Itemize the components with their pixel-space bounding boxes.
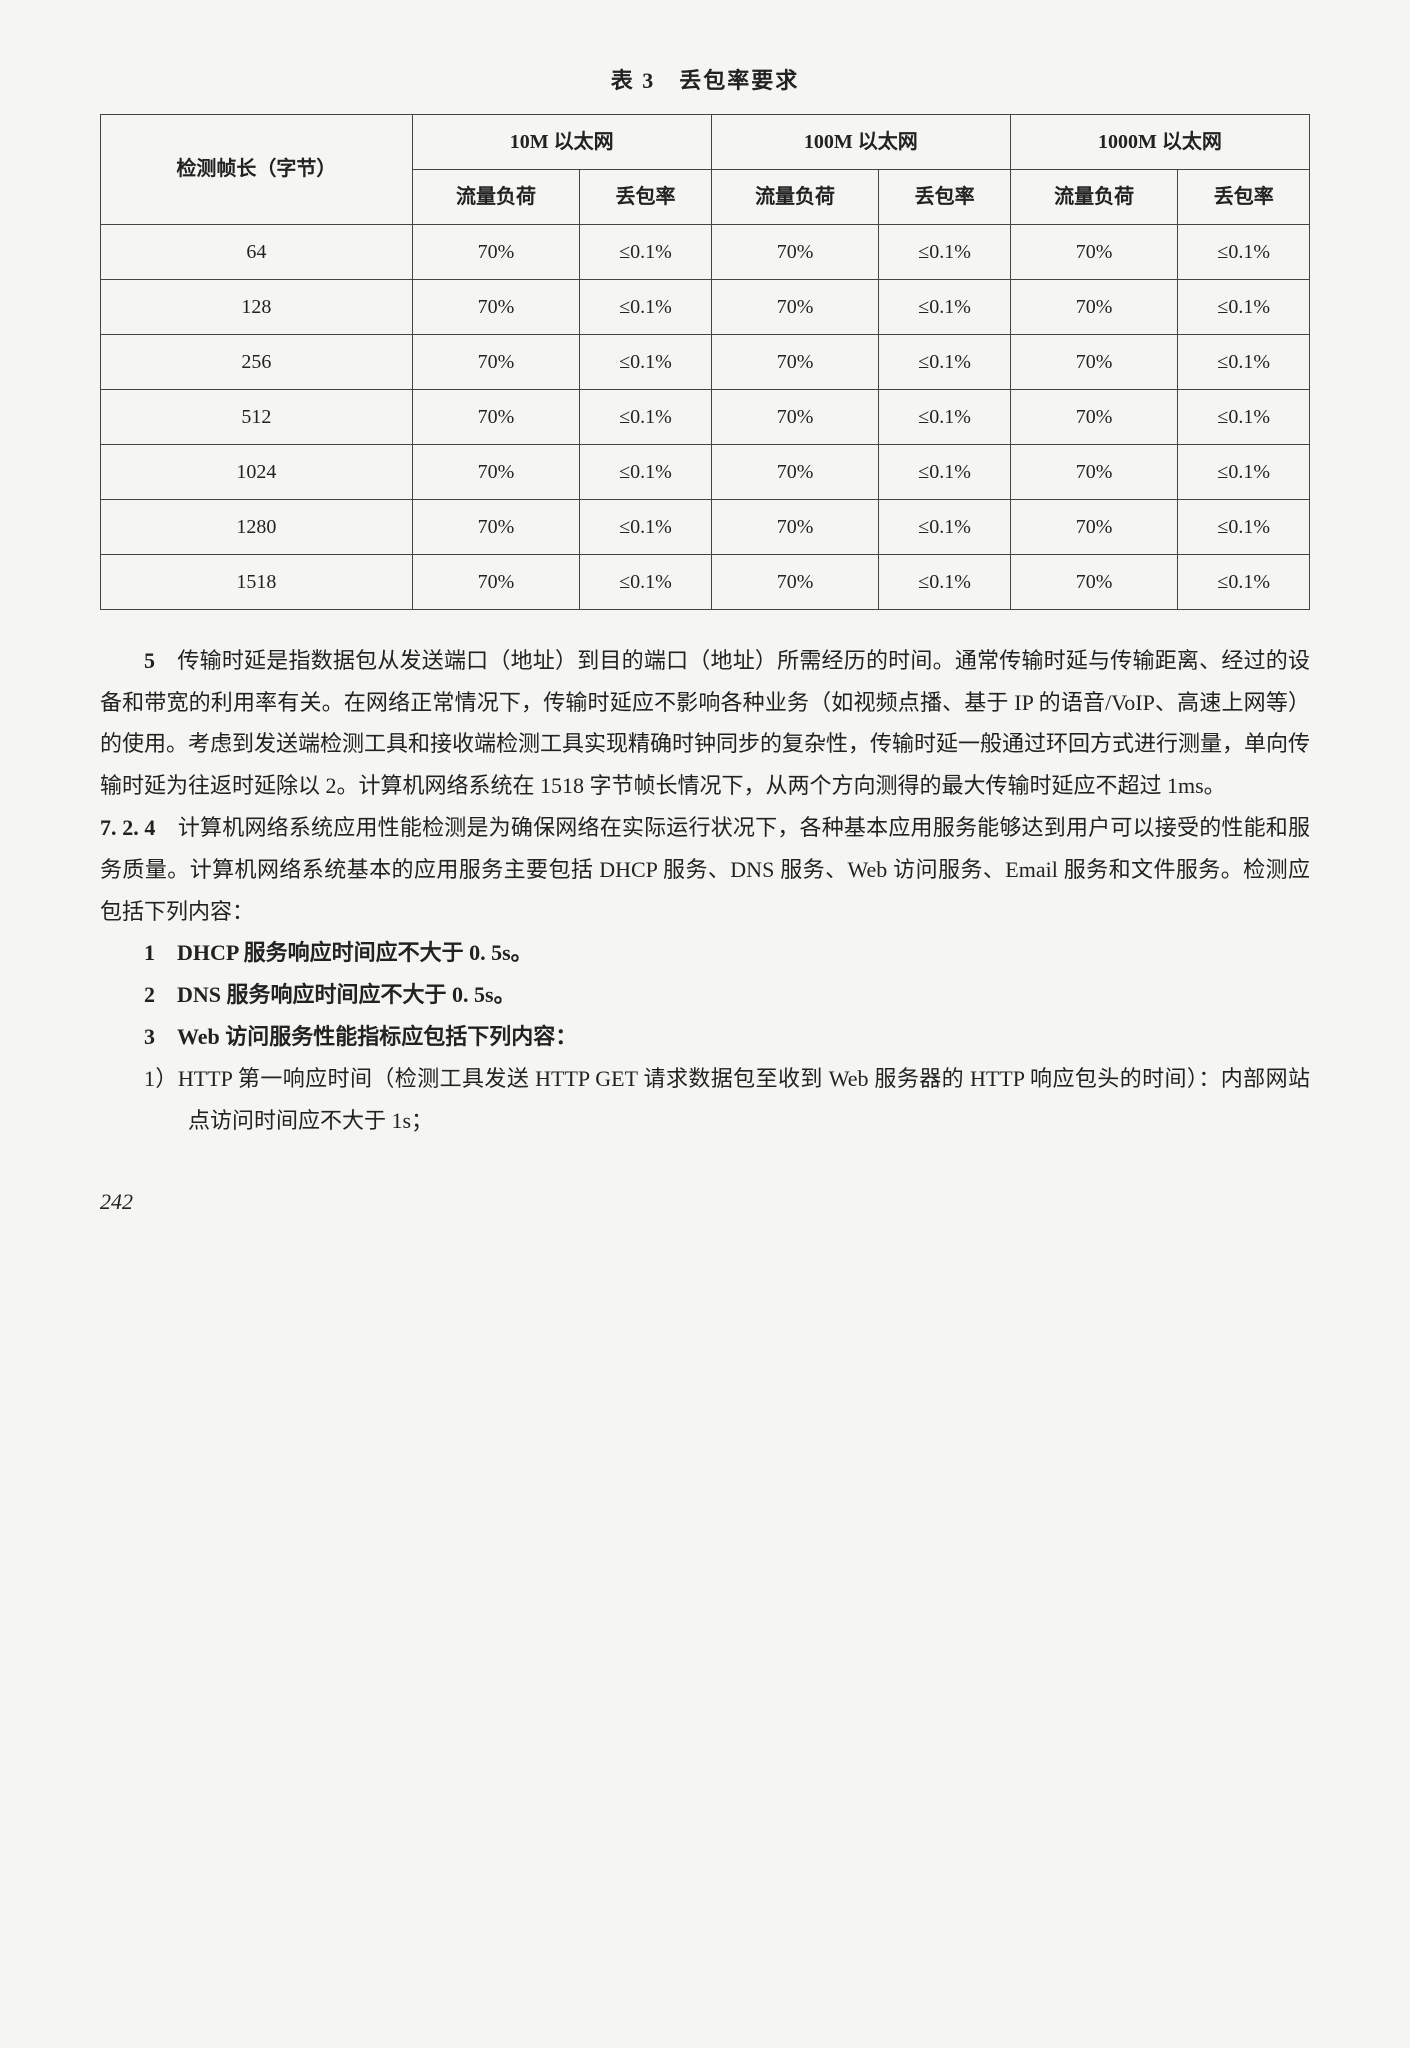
table-cell: 70% — [1010, 279, 1178, 334]
table-cell: 70% — [412, 224, 580, 279]
para5-body: 传输时延是指数据包从发送端口（地址）到目的端口（地址）所需经历的时间。通常传输时… — [100, 648, 1310, 798]
th-loss-2: 丢包率 — [879, 169, 1011, 224]
table-cell: ≤0.1% — [580, 389, 712, 444]
table-cell: ≤0.1% — [1178, 279, 1310, 334]
paragraph-5: 5 传输时延是指数据包从发送端口（地址）到目的端口（地址）所需经历的时间。通常传… — [100, 640, 1310, 807]
page-number: 242 — [100, 1181, 1310, 1223]
table-cell: 70% — [711, 224, 879, 279]
table-row: 128070%≤0.1%70%≤0.1%70%≤0.1% — [101, 499, 1310, 554]
list-item-3: 3 Web 访问服务性能指标应包括下列内容： — [100, 1016, 1310, 1058]
table-cell: ≤0.1% — [1178, 444, 1310, 499]
table-row: 51270%≤0.1%70%≤0.1%70%≤0.1% — [101, 389, 1310, 444]
para724-body: 计算机网络系统应用性能检测是为确保网络在实际运行状况下，各种基本应用服务能够达到… — [100, 815, 1310, 924]
packet-loss-table: 检测帧长（字节） 10M 以太网 100M 以太网 1000M 以太网 流量负荷… — [100, 114, 1310, 610]
li3-text: 3 Web 访问服务性能指标应包括下列内容： — [144, 1024, 577, 1049]
table-cell: 70% — [1010, 389, 1178, 444]
table-cell: ≤0.1% — [580, 554, 712, 609]
table-cell: 70% — [1010, 334, 1178, 389]
table-cell: 1280 — [101, 499, 413, 554]
para5-number: 5 — [144, 648, 155, 673]
table-cell: 70% — [1010, 554, 1178, 609]
table-cell: 70% — [711, 279, 879, 334]
table-cell: ≤0.1% — [879, 499, 1011, 554]
table-row: 12870%≤0.1%70%≤0.1%70%≤0.1% — [101, 279, 1310, 334]
table-cell: ≤0.1% — [1178, 389, 1310, 444]
list-item-2: 2 DNS 服务响应时间应不大于 0. 5s。 — [100, 974, 1310, 1016]
table-cell: ≤0.1% — [580, 334, 712, 389]
table-row: 6470%≤0.1%70%≤0.1%70%≤0.1% — [101, 224, 1310, 279]
table-cell: ≤0.1% — [879, 444, 1011, 499]
table-title: 表 3 丢包率要求 — [100, 60, 1310, 102]
table-cell: ≤0.1% — [879, 334, 1011, 389]
table-cell: 70% — [412, 554, 580, 609]
table-cell: ≤0.1% — [879, 224, 1011, 279]
table-cell: 70% — [412, 389, 580, 444]
table-cell: 512 — [101, 389, 413, 444]
th-10m: 10M 以太网 — [412, 114, 711, 169]
table-cell: ≤0.1% — [1178, 224, 1310, 279]
th-1000m: 1000M 以太网 — [1010, 114, 1309, 169]
table-cell: 70% — [711, 499, 879, 554]
para724-number: 7. 2. 4 — [100, 815, 155, 840]
table-cell: 70% — [711, 554, 879, 609]
th-frame-len: 检测帧长（字节） — [101, 114, 413, 224]
table-cell: 1518 — [101, 554, 413, 609]
list-item-1: 1 DHCP 服务响应时间应不大于 0. 5s。 — [100, 932, 1310, 974]
table-cell: 70% — [412, 444, 580, 499]
table-row: 151870%≤0.1%70%≤0.1%70%≤0.1% — [101, 554, 1310, 609]
sublist-item-1: 1）HTTP 第一响应时间（检测工具发送 HTTP GET 请求数据包至收到 W… — [100, 1058, 1310, 1142]
li2-text: 2 DNS 服务响应时间应不大于 0. 5s。 — [144, 982, 516, 1007]
th-loss-3: 丢包率 — [1178, 169, 1310, 224]
table-cell: ≤0.1% — [580, 279, 712, 334]
table-cell: ≤0.1% — [580, 499, 712, 554]
table-cell: 70% — [1010, 499, 1178, 554]
table-cell: 70% — [711, 444, 879, 499]
table-cell: 70% — [1010, 444, 1178, 499]
table-cell: ≤0.1% — [1178, 554, 1310, 609]
table-cell: ≤0.1% — [879, 389, 1011, 444]
table-cell: ≤0.1% — [1178, 334, 1310, 389]
table-cell: ≤0.1% — [580, 444, 712, 499]
table-cell: 70% — [412, 279, 580, 334]
table-cell: 256 — [101, 334, 413, 389]
table-cell: 1024 — [101, 444, 413, 499]
table-cell: 70% — [711, 389, 879, 444]
th-load-2: 流量负荷 — [711, 169, 879, 224]
table-cell: ≤0.1% — [580, 224, 712, 279]
table-row: 25670%≤0.1%70%≤0.1%70%≤0.1% — [101, 334, 1310, 389]
li1-text: 1 DHCP 服务响应时间应不大于 0. 5s。 — [144, 940, 533, 965]
th-load-1: 流量负荷 — [412, 169, 580, 224]
table-cell: ≤0.1% — [879, 279, 1011, 334]
table-cell: 70% — [412, 334, 580, 389]
table-cell: 70% — [711, 334, 879, 389]
th-loss-1: 丢包率 — [580, 169, 712, 224]
table-cell: ≤0.1% — [1178, 499, 1310, 554]
th-load-3: 流量负荷 — [1010, 169, 1178, 224]
paragraph-7-2-4: 7. 2. 4 计算机网络系统应用性能检测是为确保网络在实际运行状况下，各种基本… — [100, 807, 1310, 932]
table-row: 102470%≤0.1%70%≤0.1%70%≤0.1% — [101, 444, 1310, 499]
th-100m: 100M 以太网 — [711, 114, 1010, 169]
table-cell: 70% — [412, 499, 580, 554]
table-header-row-1: 检测帧长（字节） 10M 以太网 100M 以太网 1000M 以太网 — [101, 114, 1310, 169]
table-cell: ≤0.1% — [879, 554, 1011, 609]
table-cell: 64 — [101, 224, 413, 279]
table-cell: 70% — [1010, 224, 1178, 279]
table-cell: 128 — [101, 279, 413, 334]
